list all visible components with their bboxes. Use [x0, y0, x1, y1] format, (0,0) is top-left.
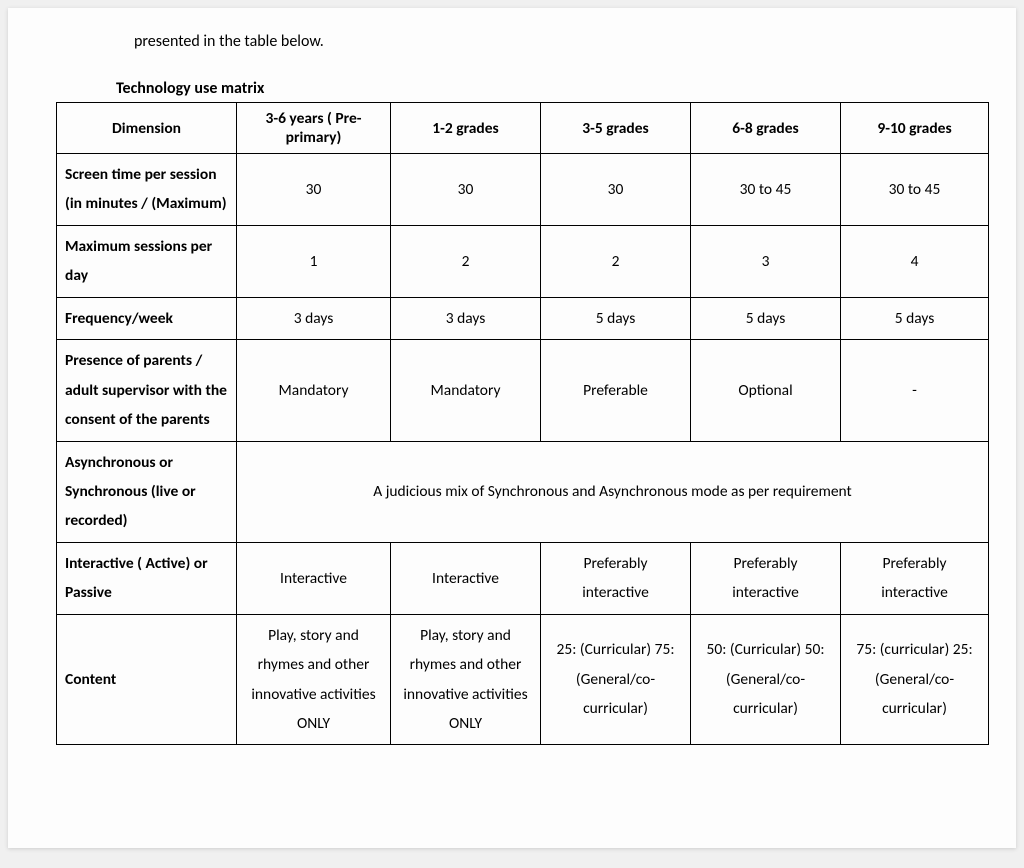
table-cell: Play, story and rhymes and other innovat… — [391, 614, 541, 745]
table-caption: Technology use matrix — [116, 79, 1016, 98]
table-cell: Play, story and rhymes and other innovat… — [237, 614, 391, 745]
table-header-row: Dimension 3-6 years ( Pre-primary) 1-2 g… — [57, 103, 989, 154]
row-label: Interactive ( Active) or Passive — [57, 542, 237, 614]
table-row: Screen time per session (in minutes / (M… — [57, 154, 989, 226]
table-row: Content Play, story and rhymes and other… — [57, 614, 989, 745]
table-cell: 75: (curricular) 25: (General/co-curricu… — [841, 614, 989, 745]
table-cell: 5 days — [541, 297, 691, 339]
row-label: Maximum sessions per day — [57, 225, 237, 297]
table-cell: - — [841, 340, 989, 441]
table-cell: 30 — [541, 154, 691, 226]
table-cell: Preferable — [541, 340, 691, 441]
intro-text: presented in the table below. — [134, 32, 1016, 51]
table-cell: 5 days — [691, 297, 841, 339]
row-label: Asynchronous or Synchronous (live or rec… — [57, 441, 237, 542]
table-cell: 3 days — [237, 297, 391, 339]
table-cell: 25: (Curricular) 75: (General/co-curricu… — [541, 614, 691, 745]
table-cell: Interactive — [391, 542, 541, 614]
col-header: 3-6 years ( Pre-primary) — [237, 103, 391, 154]
col-header: 9-10 grades — [841, 103, 989, 154]
col-header: 1-2 grades — [391, 103, 541, 154]
table-cell: 30 to 45 — [841, 154, 989, 226]
table-cell: 3 days — [391, 297, 541, 339]
table-cell: 2 — [541, 225, 691, 297]
table-row: Frequency/week 3 days 3 days 5 days 5 da… — [57, 297, 989, 339]
table-row: Asynchronous or Synchronous (live or rec… — [57, 441, 989, 542]
row-label: Content — [57, 614, 237, 745]
table-cell: 2 — [391, 225, 541, 297]
table-cell-merged: A judicious mix of Synchronous and Async… — [237, 441, 989, 542]
table-cell: 3 — [691, 225, 841, 297]
table-row: Interactive ( Active) or Passive Interac… — [57, 542, 989, 614]
table-cell: Preferably interactive — [541, 542, 691, 614]
table-cell: 30 — [237, 154, 391, 226]
document-page: presented in the table below. Technology… — [8, 8, 1016, 848]
table-row: Presence of parents / adult supervisor w… — [57, 340, 989, 441]
table-cell: 5 days — [841, 297, 989, 339]
table-cell: Optional — [691, 340, 841, 441]
table-cell: 30 to 45 — [691, 154, 841, 226]
row-label: Presence of parents / adult supervisor w… — [57, 340, 237, 441]
table-cell: 1 — [237, 225, 391, 297]
table-cell: Interactive — [237, 542, 391, 614]
table-cell: 30 — [391, 154, 541, 226]
row-label: Screen time per session (in minutes / (M… — [57, 154, 237, 226]
col-header: 3-5 grades — [541, 103, 691, 154]
table-cell: Preferably interactive — [841, 542, 989, 614]
table-cell: 4 — [841, 225, 989, 297]
row-label: Frequency/week — [57, 297, 237, 339]
table-cell: Mandatory — [391, 340, 541, 441]
col-header: Dimension — [57, 103, 237, 154]
table-cell: Preferably interactive — [691, 542, 841, 614]
table-cell: Mandatory — [237, 340, 391, 441]
col-header: 6-8 grades — [691, 103, 841, 154]
table-row: Maximum sessions per day 1 2 2 3 4 — [57, 225, 989, 297]
technology-use-matrix-table: Dimension 3-6 years ( Pre-primary) 1-2 g… — [56, 102, 989, 745]
table-cell: 50: (Curricular) 50: (General/co-curricu… — [691, 614, 841, 745]
